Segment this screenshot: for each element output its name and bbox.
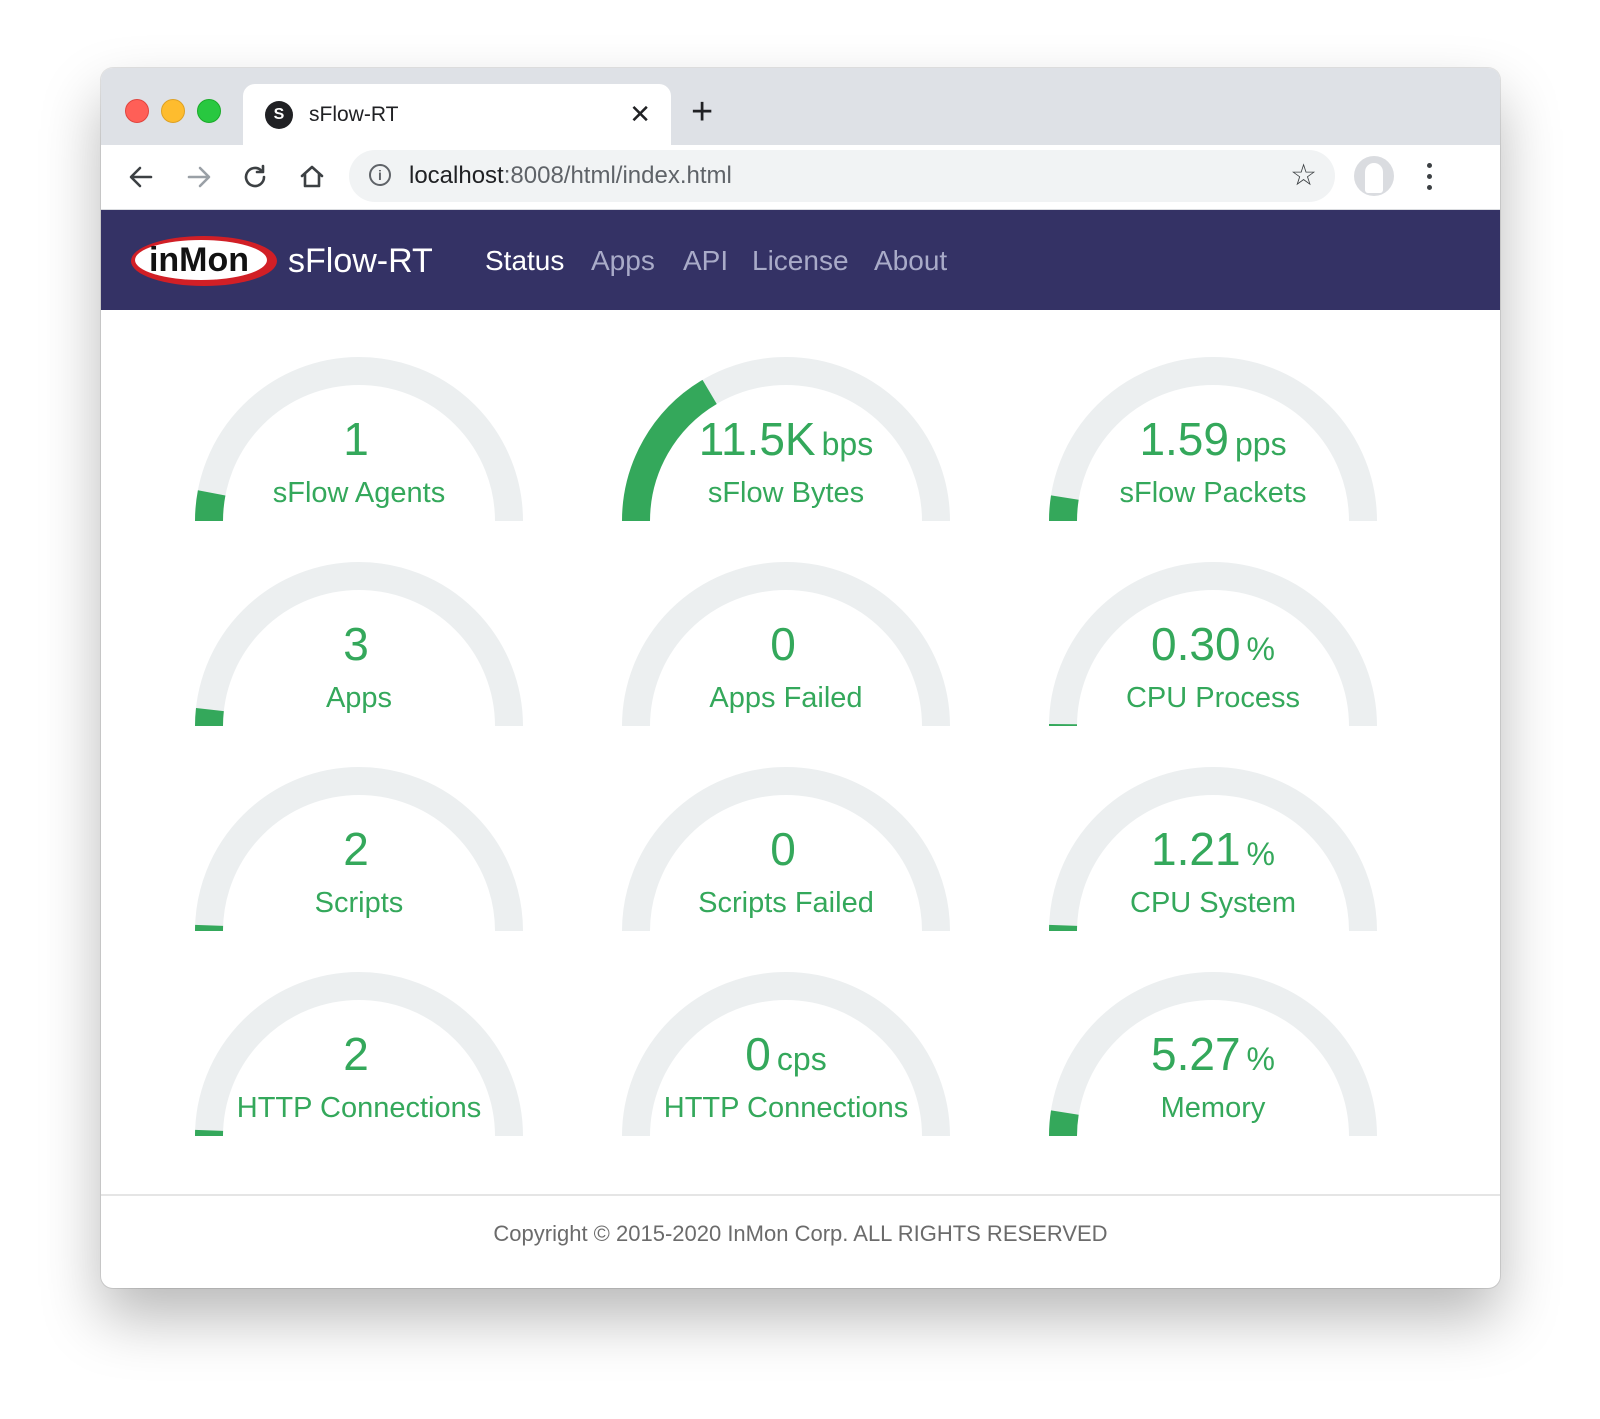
gauge-label: CPU System	[1130, 887, 1296, 919]
gauge-unit: %	[1246, 836, 1275, 872]
gauge-track	[195, 562, 523, 727]
nav-license[interactable]: License	[752, 245, 849, 276]
gauge-track	[1049, 357, 1377, 522]
gauge-unit: pps	[1234, 426, 1287, 462]
gauge-fill-arc	[622, 379, 718, 522]
gauge-track	[1049, 972, 1377, 1137]
gauge-value: 11.5K	[698, 413, 816, 465]
gauge-label: CPU Process	[1125, 682, 1301, 714]
app-navbar: inMon sFlow-RT Status Apps API License A…	[101, 210, 1500, 310]
nav-api[interactable]: API	[683, 245, 729, 276]
url-path: :8008/html/index.html	[503, 162, 732, 189]
gauge-track	[195, 767, 523, 932]
gauge-value: 3	[343, 618, 369, 670]
gauge-value: 2	[343, 1028, 369, 1080]
gauge-unit: %	[1246, 1041, 1275, 1077]
gauge-value: 0	[770, 823, 796, 875]
gauge-value: 5.27	[1151, 1028, 1241, 1080]
copyright-text: Copyright © 2015-2020 InMon Corp. ALL RI…	[493, 1221, 1108, 1246]
gauge-sflow-agents: 1 sFlow Agents	[189, 355, 529, 535]
gauge-value: 0.30	[1151, 618, 1241, 670]
gauge-label: HTTP Connections	[663, 1092, 909, 1124]
maximize-window-button[interactable]	[197, 99, 221, 123]
gauge-cpu-process: 0.30% CPU Process	[1043, 560, 1383, 740]
kebab-menu-icon[interactable]	[1417, 159, 1441, 195]
gauge-track	[1049, 562, 1377, 727]
address-bar[interactable]: i localhost:8008/html/index.html ☆	[349, 150, 1335, 202]
gauge-value: 1.21	[1151, 823, 1241, 875]
tab-title: sFlow-RT	[309, 103, 399, 126]
gauge-value: 1.59	[1139, 413, 1229, 465]
gauge-http-connection-rate: 0 cps HTTP Connections	[616, 970, 956, 1150]
status-content: 1 sFlow Agents 11.5K bps sFlow Bytes 1.59…	[101, 310, 1500, 1278]
gauge-unit: %	[1246, 631, 1275, 667]
gauge-unit: bps	[821, 426, 874, 462]
gauge-track	[1049, 767, 1377, 932]
home-icon[interactable]	[294, 159, 330, 195]
info-icon[interactable]: i	[369, 164, 391, 186]
favicon-icon: S	[265, 101, 293, 129]
bookmark-star-icon[interactable]: ☆	[1290, 159, 1317, 192]
gauge-fill-arc	[1049, 495, 1079, 522]
gauge-value: 2	[343, 823, 369, 875]
browser-tab[interactable]: S sFlow-RT ✕	[243, 84, 671, 145]
reload-icon[interactable]	[237, 159, 273, 195]
gauge-memory: 5.27% Memory	[1043, 970, 1383, 1150]
gauge-http-connections: 2 HTTP Connections	[189, 970, 529, 1150]
gauge-apps: 3 Apps	[189, 560, 529, 740]
url-host: localhost	[409, 162, 504, 189]
forward-arrow-icon[interactable]	[181, 159, 217, 195]
gauge-unit: cps	[776, 1041, 827, 1077]
browser-window: S sFlow-RT ✕ + i localhost:8008/html/ind…	[101, 68, 1500, 1288]
tab-strip: S sFlow-RT ✕ +	[101, 68, 1500, 145]
gauge-track	[195, 357, 523, 522]
close-tab-icon[interactable]: ✕	[629, 99, 651, 129]
gauge-label: Memory	[1160, 1092, 1266, 1124]
gauge-label: sFlow Bytes	[707, 477, 865, 509]
nav-status[interactable]: Status	[485, 245, 565, 276]
page-footer: Copyright © 2015-2020 InMon Corp. ALL RI…	[101, 1194, 1500, 1288]
url-text[interactable]: localhost:8008/html/index.html	[409, 162, 732, 190]
gauge-value: 0	[770, 618, 796, 670]
gauge-label: Scripts	[314, 887, 404, 919]
gauge-track	[622, 972, 950, 1137]
gauge-scripts-failed: 0 Scripts Failed	[616, 765, 956, 945]
gauge-label: sFlow Agents	[272, 477, 446, 509]
gauge-scripts: 2 Scripts	[189, 765, 529, 945]
minimize-window-button[interactable]	[161, 99, 185, 123]
gauge-label: sFlow Packets	[1119, 477, 1307, 509]
back-arrow-icon[interactable]	[123, 159, 159, 195]
nav-about[interactable]: About	[874, 245, 948, 276]
logo-text: inMon	[149, 241, 249, 279]
inmon-logo[interactable]: inMon	[129, 234, 279, 288]
gauge-sflow-packets: 1.59 pps sFlow Packets	[1043, 355, 1383, 535]
gauge-fill-arc	[1049, 1110, 1079, 1137]
gauge-fill-arc	[195, 490, 226, 522]
gauge-label: HTTP Connections	[236, 1092, 482, 1124]
gauge-fill-arc	[195, 708, 224, 727]
gauge-grid: 1 sFlow Agents 11.5K bps sFlow Bytes 1.59…	[101, 310, 1500, 1210]
browser-toolbar: i localhost:8008/html/index.html ☆	[101, 145, 1500, 210]
gauge-track	[622, 562, 950, 727]
gauge-track	[622, 767, 950, 932]
gauge-label: Apps Failed	[709, 682, 863, 714]
profile-avatar[interactable]	[1354, 156, 1394, 196]
gauge-cpu-system: 1.21% CPU System	[1043, 765, 1383, 945]
brand-title[interactable]: sFlow-RT	[288, 242, 433, 280]
gauge-sflow-bytes: 11.5K bps sFlow Bytes	[616, 355, 956, 535]
close-window-button[interactable]	[125, 99, 149, 123]
nav-apps[interactable]: Apps	[591, 245, 655, 276]
gauge-label: Scripts Failed	[698, 887, 874, 919]
gauge-track	[195, 972, 523, 1137]
gauge-label: Apps	[325, 682, 393, 714]
gauge-value: 1	[343, 413, 369, 465]
gauge-apps-failed: 0 Apps Failed	[616, 560, 956, 740]
gauge-value: 0	[745, 1028, 771, 1080]
new-tab-button[interactable]: +	[691, 91, 714, 133]
